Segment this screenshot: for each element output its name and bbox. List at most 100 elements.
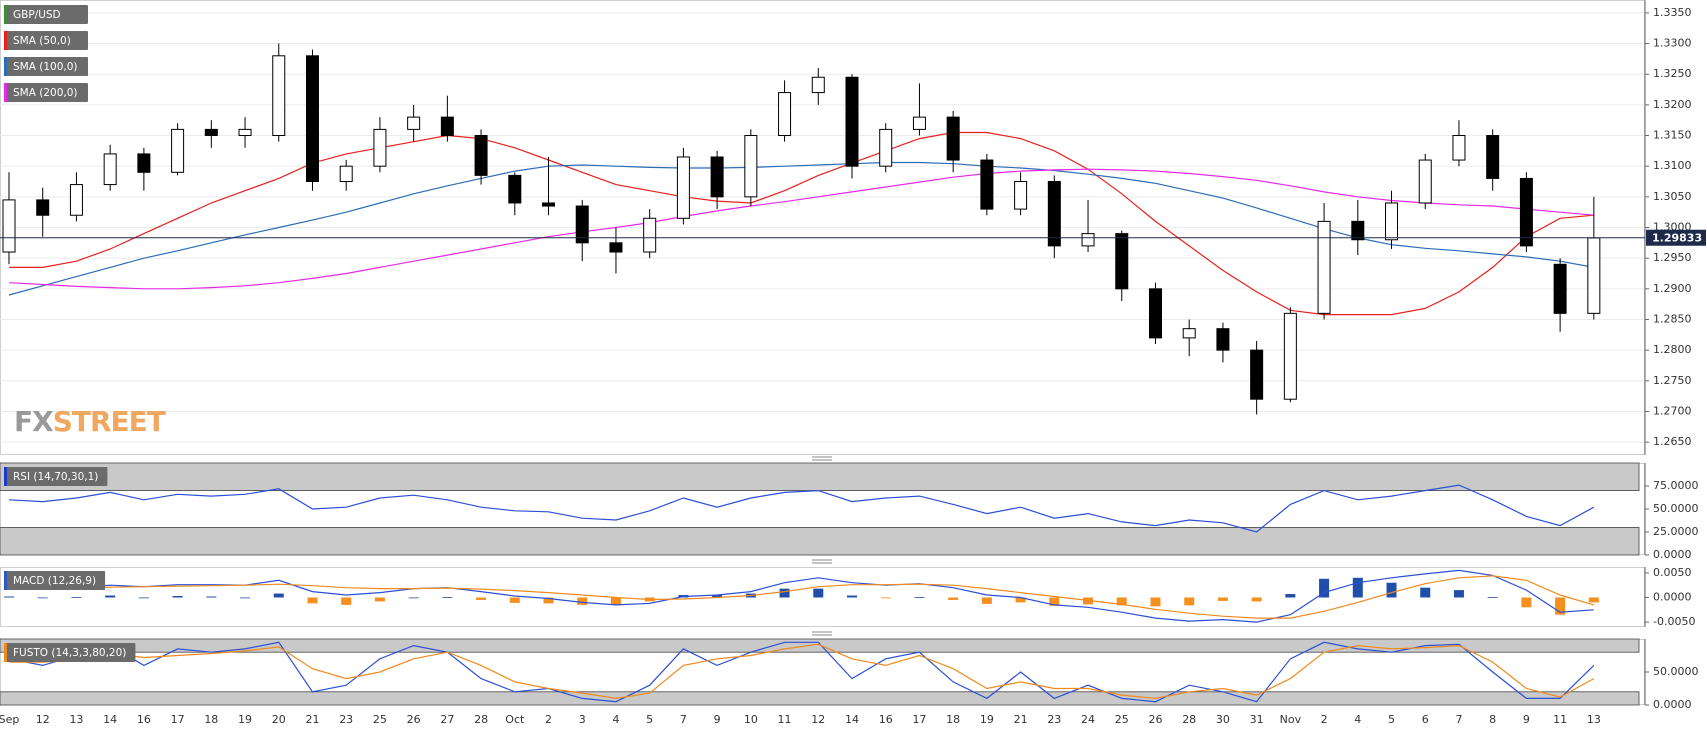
x-tick-label: Oct <box>505 713 525 726</box>
y-tick-label: 1.2850 <box>1653 312 1692 325</box>
x-tick-label: 19 <box>238 713 252 726</box>
y-tick-label: 1.2700 <box>1653 404 1692 417</box>
candle-body <box>1519 177 1533 247</box>
legend-item: GBP/USD <box>4 5 88 24</box>
candle-body <box>643 217 657 253</box>
x-tick-label: 18 <box>946 713 960 726</box>
histogram-bar <box>509 597 520 603</box>
histogram-bar <box>712 595 723 598</box>
histogram-bar <box>543 597 554 604</box>
candle-body <box>575 205 589 244</box>
candle-body <box>1014 181 1028 210</box>
x-tick-label: 2 <box>1321 713 1328 726</box>
histogram-bar <box>240 597 251 599</box>
histogram-bar <box>273 593 284 598</box>
candle-body <box>845 76 859 167</box>
histogram-bar <box>1521 597 1532 608</box>
candle-body <box>1250 349 1264 400</box>
legend-item: FUSTO (14,3,3,80,20) <box>4 643 136 662</box>
legend-box <box>4 83 88 102</box>
histogram-bar <box>1116 597 1127 606</box>
candle-body <box>912 116 926 130</box>
candle-body <box>1047 181 1061 247</box>
legend-swatch <box>4 83 7 102</box>
x-tick-label: 7 <box>1455 713 1462 726</box>
candle-body <box>710 156 724 198</box>
y-tick-label: 0.0000 <box>1653 548 1692 561</box>
legend-swatch <box>4 5 7 24</box>
x-tick-label: 17 <box>171 713 185 726</box>
legend-item: MACD (12,26,9) <box>4 571 106 590</box>
x-tick-label: 25 <box>373 713 387 726</box>
x-tick-label: 26 <box>407 713 421 726</box>
candle-body <box>1317 220 1331 314</box>
candle-body <box>1385 202 1399 241</box>
candle-body <box>305 55 319 183</box>
histogram-bar <box>105 595 116 598</box>
histogram-bar <box>1049 597 1060 606</box>
histogram-bar <box>374 597 385 602</box>
legend-swatch <box>4 467 7 486</box>
candle-body <box>1553 263 1567 314</box>
watermark-part: STREET <box>53 405 166 438</box>
histogram-bar <box>1217 597 1228 601</box>
histogram-bar <box>138 597 149 599</box>
candle-body <box>980 159 994 210</box>
last-price-label: 1.29833 <box>1652 232 1702 245</box>
legend-label: GBP/USD <box>13 9 61 21</box>
x-tick-label: 23 <box>1047 713 1061 726</box>
x-tick-label: 18 <box>204 713 218 726</box>
y-tick-label: 1.3350 <box>1653 6 1692 19</box>
legend-swatch <box>4 643 7 662</box>
histogram-bar <box>476 597 487 600</box>
x-tick-label: 8 <box>1489 713 1496 726</box>
candle-body <box>373 128 387 167</box>
candle-body <box>778 92 792 137</box>
y-tick-label: -0.0050 <box>1653 615 1695 628</box>
x-tick-label: 26 <box>1148 713 1162 726</box>
histogram-bar <box>847 595 857 598</box>
legend-swatch <box>4 57 7 76</box>
y-tick-label: 1.3050 <box>1653 190 1692 203</box>
histogram-bar <box>577 597 588 605</box>
candle-body <box>1351 220 1365 241</box>
x-tick-label: 16 <box>137 713 151 726</box>
legend-label: SMA (200,0) <box>13 87 78 99</box>
x-tick-label: 13 <box>69 713 83 726</box>
legend-item: SMA (200,0) <box>4 83 88 102</box>
y-tick-label: 0.0000 <box>1653 698 1692 711</box>
y-tick-label: 1.3300 <box>1653 37 1692 50</box>
panel-grips <box>812 456 832 636</box>
x-tick-label: 21 <box>305 713 319 726</box>
histogram-bar <box>341 597 352 605</box>
histogram-bar <box>408 597 419 599</box>
histogram-bar <box>1285 594 1296 598</box>
indicator-line <box>9 643 1595 700</box>
histogram-bar <box>948 597 959 600</box>
x-tick-label: 20 <box>272 713 286 726</box>
x-tick-label: 11 <box>778 713 792 726</box>
x-tick-label: Nov <box>1280 713 1302 726</box>
legend-box <box>4 571 106 590</box>
y-tick-label: 0.0050 <box>1653 566 1692 579</box>
candle-body <box>508 174 522 204</box>
x-tick-label: 17 <box>912 713 926 726</box>
indicator-line <box>9 575 1594 619</box>
x-tick-label: 13 <box>1587 713 1601 726</box>
y-tick-label: 1.3100 <box>1653 159 1692 172</box>
histogram-bar <box>1150 597 1161 607</box>
histogram-bar <box>442 597 453 598</box>
watermark-part: FX <box>14 405 54 438</box>
histogram-bar <box>1588 597 1599 603</box>
candle-body <box>1182 328 1196 339</box>
legend-box <box>4 467 108 486</box>
x-tick-label: 28 <box>1182 713 1196 726</box>
x-tick-label: 24 <box>1081 713 1095 726</box>
legend-swatch <box>4 571 7 590</box>
candle-body <box>1283 312 1297 400</box>
last-price-box <box>1646 229 1706 246</box>
x-tick-label: 5 <box>646 713 653 726</box>
candle-body <box>272 55 286 137</box>
x-tick-label: 19 <box>980 713 994 726</box>
x-tick-label: 28 <box>474 713 488 726</box>
